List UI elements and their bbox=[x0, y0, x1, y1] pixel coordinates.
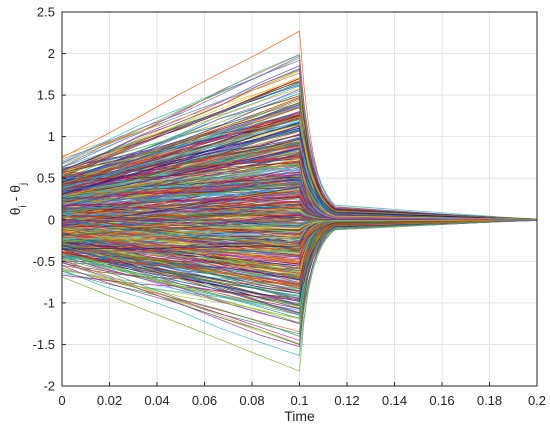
series-line bbox=[61, 158, 538, 220]
x-tick-label: 0.18 bbox=[477, 393, 502, 408]
series-line bbox=[61, 213, 538, 228]
y-tick-label: 1 bbox=[48, 129, 55, 144]
series-line bbox=[61, 216, 538, 233]
series-line bbox=[61, 220, 538, 337]
x-tick-label: 0.1 bbox=[290, 393, 308, 408]
series-line bbox=[61, 218, 538, 284]
y-tick-label: 1.5 bbox=[37, 88, 55, 103]
y-tick-label: 0.5 bbox=[37, 171, 55, 186]
y-tick-label: -1 bbox=[43, 295, 55, 310]
y-tick-label: 2 bbox=[48, 46, 55, 61]
series-line bbox=[61, 218, 538, 345]
x-tick-label: 0.14 bbox=[382, 393, 407, 408]
series-line bbox=[61, 211, 538, 237]
series-line bbox=[61, 121, 538, 221]
y-tick-label: -0.5 bbox=[33, 254, 55, 269]
y-tick-label: -2 bbox=[43, 379, 55, 394]
series-line bbox=[61, 174, 538, 221]
y-tick-label: 0 bbox=[48, 212, 55, 227]
x-tick-label: 0.16 bbox=[429, 393, 454, 408]
series-line bbox=[61, 77, 538, 220]
series-line bbox=[61, 218, 538, 250]
series-line bbox=[61, 162, 538, 221]
x-tick-label: 0.12 bbox=[334, 393, 359, 408]
series-line bbox=[61, 219, 538, 314]
x-tick-label: 0.08 bbox=[239, 393, 264, 408]
series-group bbox=[61, 30, 538, 372]
x-axis-ticks: 0 0.02 0.04 0.06 0.08 0.1 0.12 0.14 0.16 0.18 0.2 bbox=[58, 382, 546, 408]
x-tick-label: 0 bbox=[58, 393, 65, 408]
series-line bbox=[61, 182, 538, 220]
series-line bbox=[61, 59, 538, 221]
series-line bbox=[61, 101, 538, 220]
series-line bbox=[61, 218, 538, 252]
series-line bbox=[61, 148, 538, 221]
series-line bbox=[61, 219, 538, 247]
x-axis-label: Time bbox=[284, 408, 315, 424]
y-tick-label: -1.5 bbox=[33, 337, 55, 352]
series-line bbox=[61, 127, 538, 221]
x-tick-label: 0.04 bbox=[144, 393, 169, 408]
series-line bbox=[61, 78, 538, 221]
series-line bbox=[61, 218, 538, 316]
x-tick-label: 0.06 bbox=[192, 393, 217, 408]
series-line bbox=[61, 76, 538, 221]
y-axis-ticks: -2 -1.5 -1 -0.5 0 0.5 1 1.5 2 2.5 bbox=[33, 5, 66, 394]
series-line bbox=[61, 219, 538, 314]
y-tick-label: 2.5 bbox=[37, 5, 55, 20]
y-axis-label: θi - θj bbox=[7, 183, 29, 216]
x-tick-label: 0.2 bbox=[528, 393, 546, 408]
x-tick-label: 0.02 bbox=[97, 393, 122, 408]
